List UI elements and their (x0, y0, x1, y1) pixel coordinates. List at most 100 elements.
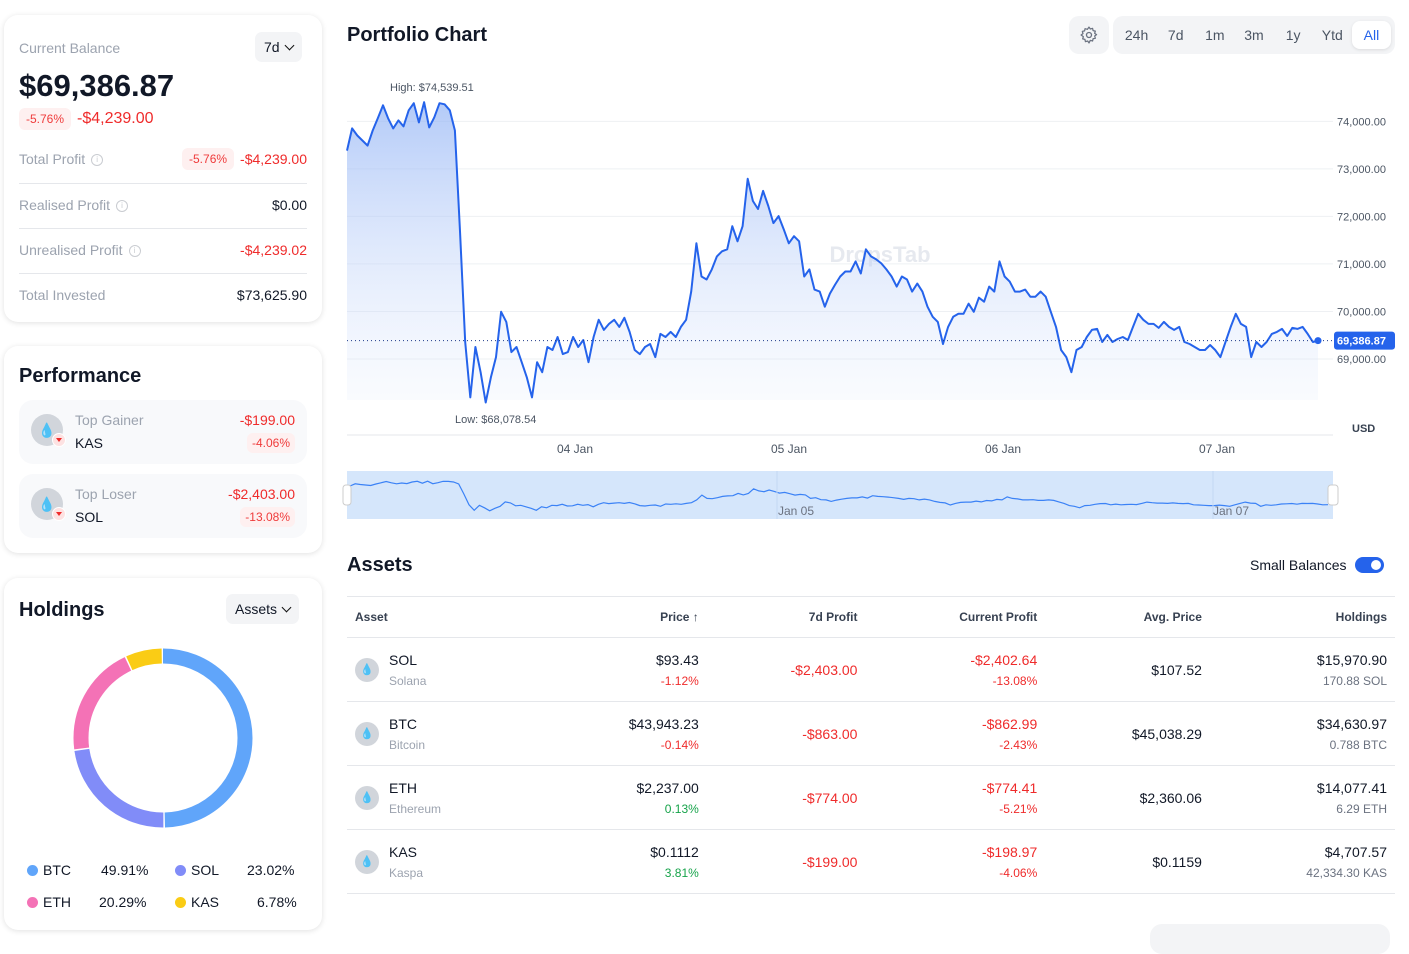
asset-7d-profit: -$199.00 (706, 829, 866, 894)
timeframe-selector: 24h 7d 1m 3m 1y Ytd All (1113, 16, 1395, 54)
down-arrow-icon (52, 433, 66, 447)
navigator-label: Jan 05 (778, 504, 814, 518)
holdings-filter-value: Assets (235, 601, 278, 617)
donut-segment-sol[interactable] (73, 648, 253, 828)
col-holdings[interactable]: Holdings (1209, 596, 1395, 638)
divider (19, 183, 307, 184)
coin-placeholder-icon: 💧 (355, 657, 379, 682)
y-tick-label: 69,000.00 (1337, 354, 1386, 366)
legend-dot (175, 864, 186, 876)
table-row[interactable]: 💧 ETH Ethereum $2,237.00 0.13% -$774.00 -$7… (347, 765, 1395, 830)
legend-sol: SOL (175, 862, 219, 878)
y-tick-label: 70,000.00 (1337, 306, 1386, 318)
performance-title: Performance (19, 365, 142, 387)
asset-current-profit-pct: -2.43% (999, 737, 1038, 752)
current-value-label: 69,386.87 (1337, 336, 1386, 348)
assets-table: Asset Price ↑ 7d Profit Current Profit A… (347, 596, 1395, 894)
tab-all[interactable]: All (1351, 21, 1391, 49)
col-current-profit[interactable]: Current Profit (865, 596, 1046, 638)
top-gainer-label: Top Gainer (75, 412, 144, 428)
navigator-handle-right[interactable] (1327, 484, 1339, 506)
asset-price: $2,237.00 (636, 779, 699, 796)
x-tick-label: 07 Jan (1199, 442, 1235, 456)
asset-name: Ethereum (389, 801, 442, 816)
asset-holdings-amount: 42,334.30 KAS (1306, 865, 1387, 880)
x-tick-label: 06 Jan (985, 442, 1021, 456)
chart-line (346, 101, 1319, 404)
asset-name: Kaspa (389, 865, 424, 880)
small-balances-label: Small Balances (1250, 557, 1347, 573)
legend-eth: ETH (27, 894, 71, 910)
top-gainer-pct: -4.06% (246, 433, 295, 453)
x-tick-label: 04 Jan (557, 442, 593, 456)
navigator-line (349, 480, 1329, 512)
info-icon[interactable]: i (116, 200, 129, 213)
col-asset[interactable]: Asset (347, 596, 543, 638)
asset-symbol: ETH (389, 779, 417, 796)
donut-segment-eth[interactable] (73, 648, 253, 828)
asset-7d-profit: -$2,403.00 (706, 637, 866, 702)
legend-sol-pct: 23.02% (247, 862, 295, 878)
unrealised-profit-label: Unrealised Profit (19, 242, 123, 258)
asset-holdings-amount: 170.88 SOL (1322, 673, 1387, 688)
small-balances-toggle[interactable] (1354, 557, 1384, 573)
total-invested-label: Total Invested (19, 287, 106, 303)
legend-btc: BTC (27, 862, 71, 878)
tab-1m[interactable]: 1m (1205, 27, 1225, 43)
total-profit-pct: -5.76% (182, 148, 235, 170)
table-row[interactable]: 💧 BTC Bitcoin $43,943.23 -0.14% -$863.00 -$… (347, 701, 1395, 766)
coin-placeholder-icon: 💧 (355, 785, 379, 810)
total-invested-value: $73,625.90 (236, 287, 307, 303)
top-gainer-symbol: KAS (75, 435, 104, 451)
table-row[interactable]: 💧 KAS Kaspa $0.1112 3.81% -$199.00 -$198.97… (347, 829, 1395, 894)
top-gainer-value: -$199.00 (239, 412, 295, 428)
col-avg-price[interactable]: Avg. Price (1045, 596, 1210, 638)
top-loser-value: -$2,403.00 (228, 486, 295, 502)
chart-area (347, 102, 1318, 403)
col-price[interactable]: Price ↑ (542, 596, 707, 638)
asset-current-profit-pct: -5.21% (999, 801, 1038, 816)
navigator-range[interactable] (347, 471, 1333, 519)
tab-7d[interactable]: 7d (1167, 27, 1184, 43)
holdings-filter-dropdown[interactable]: Assets (226, 594, 300, 624)
tab-3m[interactable]: 3m (1244, 27, 1264, 43)
donut-segment-btc[interactable] (73, 648, 253, 828)
table-row[interactable]: 💧 SOL Solana $93.43 -1.12% -$2,403.00 -$2,4… (347, 637, 1395, 702)
legend-dot (27, 864, 38, 876)
asset-avg-price: $2,360.06 (1045, 765, 1210, 830)
y-tick-label: 72,000.00 (1337, 211, 1386, 223)
period-value: 7d (264, 39, 280, 55)
divider (19, 273, 307, 274)
asset-current-profit: -$198.97 (981, 843, 1038, 860)
asset-holdings-value: $4,707.57 (1324, 843, 1387, 860)
asset-holdings-value: $34,630.97 (1316, 715, 1387, 732)
balance-label: Current Balance (19, 40, 121, 56)
coin-placeholder-icon: 💧 (355, 849, 379, 874)
top-gainer-item[interactable]: 💧 Top Gainer KAS -$199.00 -4.06% (19, 400, 307, 464)
asset-current-profit-pct: -13.08% (992, 673, 1038, 688)
period-dropdown[interactable]: 7d (255, 32, 302, 62)
col-7d-profit[interactable]: 7d Profit (706, 596, 866, 638)
legend-dot (175, 896, 186, 908)
chevron-down-icon (281, 602, 292, 612)
info-icon[interactable]: i (91, 154, 104, 167)
asset-price: $0.1112 (650, 843, 699, 860)
tab-1y[interactable]: 1y (1285, 27, 1301, 43)
down-arrow-icon (52, 507, 66, 521)
balance-change-pct: -5.76% (19, 108, 72, 130)
top-loser-item[interactable]: 💧 Top Loser SOL -$2,403.00 -13.08% (19, 474, 307, 538)
chart-settings-button[interactable] (1069, 16, 1109, 54)
asset-7d-profit: -$863.00 (706, 701, 866, 766)
col-price-label: Price (660, 610, 690, 624)
asset-7d-profit: -$774.00 (706, 765, 866, 830)
navigator-handle-left[interactable] (342, 484, 352, 506)
bottom-panel (1150, 924, 1390, 954)
current-value-badge (1334, 331, 1395, 350)
tab-24h[interactable]: 24h (1124, 27, 1149, 43)
asset-avg-price: $0.1159 (1045, 829, 1210, 894)
portfolio-chart[interactable]: 74,000.00 73,000.00 72,000.00 71,000.00 70,0… (0, 0, 1409, 540)
asset-avg-price: $107.52 (1045, 637, 1210, 702)
chart-title: Portfolio Chart (347, 24, 487, 46)
tab-ytd[interactable]: Ytd (1321, 27, 1343, 43)
info-icon[interactable]: i (128, 245, 141, 258)
